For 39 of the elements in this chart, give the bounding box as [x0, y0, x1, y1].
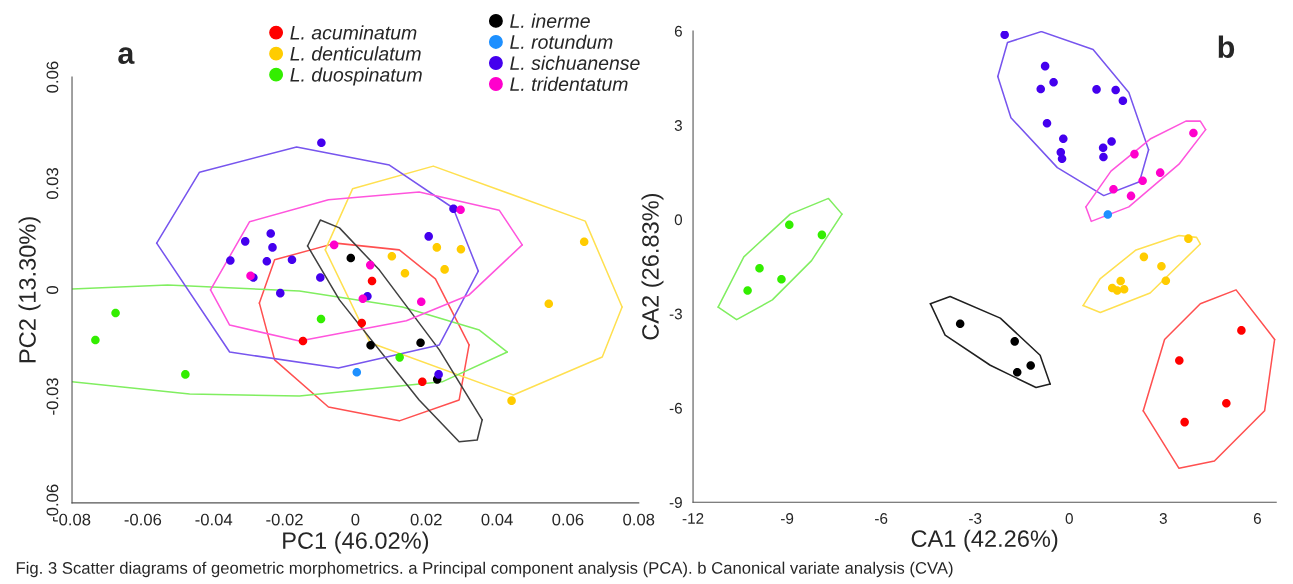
x-tick-label: -0.06	[124, 513, 162, 526]
legend-label: L. rotundum	[510, 34, 613, 49]
legend-label: L. tridentatum	[510, 76, 628, 92]
y-tick-label: 0	[674, 214, 683, 226]
y-tick-label: -3	[669, 308, 682, 320]
x-tick-label: -12	[682, 513, 704, 524]
y-tick-label: -0.03	[46, 378, 59, 415]
x-tick-label: -0.04	[195, 513, 233, 526]
x-tick-label: -9	[780, 513, 794, 524]
legend-label: L. duospinatum	[290, 67, 422, 86]
y-tick-label: 3	[674, 120, 682, 131]
x-tick-label: 3	[1159, 513, 1167, 524]
x-tick-label: 0	[351, 513, 360, 526]
legend-label: L. sichuanense	[510, 55, 640, 70]
y-axis-title: PC2 (13.30%)	[18, 217, 41, 363]
legend-label: L. acuminatum	[290, 25, 417, 40]
caption: Fig. 3 Scatter diagrams of geometric morphometrics. a Principal component analysis (PCA). b Canonical variate analysis (CVA)	[16, 561, 953, 578]
x-tick-label: -0.02	[266, 513, 303, 526]
x-tick-label: 0.08	[623, 513, 655, 526]
x-axis-title: CA1 (42.26%)	[911, 529, 1058, 552]
y-axis-title: CA2 (26.83%)	[641, 193, 664, 340]
y-tick-label: 0	[46, 285, 59, 294]
y-tick-label: 0.03	[46, 168, 59, 200]
legend-label: L. denticulatum	[290, 46, 421, 61]
x-tick-label: 0	[1065, 513, 1073, 524]
y-tick-label: -9	[669, 497, 682, 508]
chart-title: a	[118, 47, 135, 64]
x-tick-label: 0.06	[552, 513, 584, 526]
x-axis-title: PC1 (46.02%)	[283, 531, 429, 554]
y-tick-label: -6	[669, 402, 682, 414]
x-tick-label: 0.04	[481, 513, 513, 526]
x-tick-label: 0.02	[410, 513, 442, 526]
x-tick-label: -6	[875, 513, 888, 524]
chart-title: b	[1218, 35, 1235, 59]
x-tick-label: -3	[969, 513, 982, 524]
legend-label: L. inerme	[510, 13, 590, 28]
x-tick-label: 6	[1253, 513, 1261, 524]
y-tick-label: 0.06	[46, 61, 59, 93]
y-tick-label: 6	[674, 25, 682, 37]
